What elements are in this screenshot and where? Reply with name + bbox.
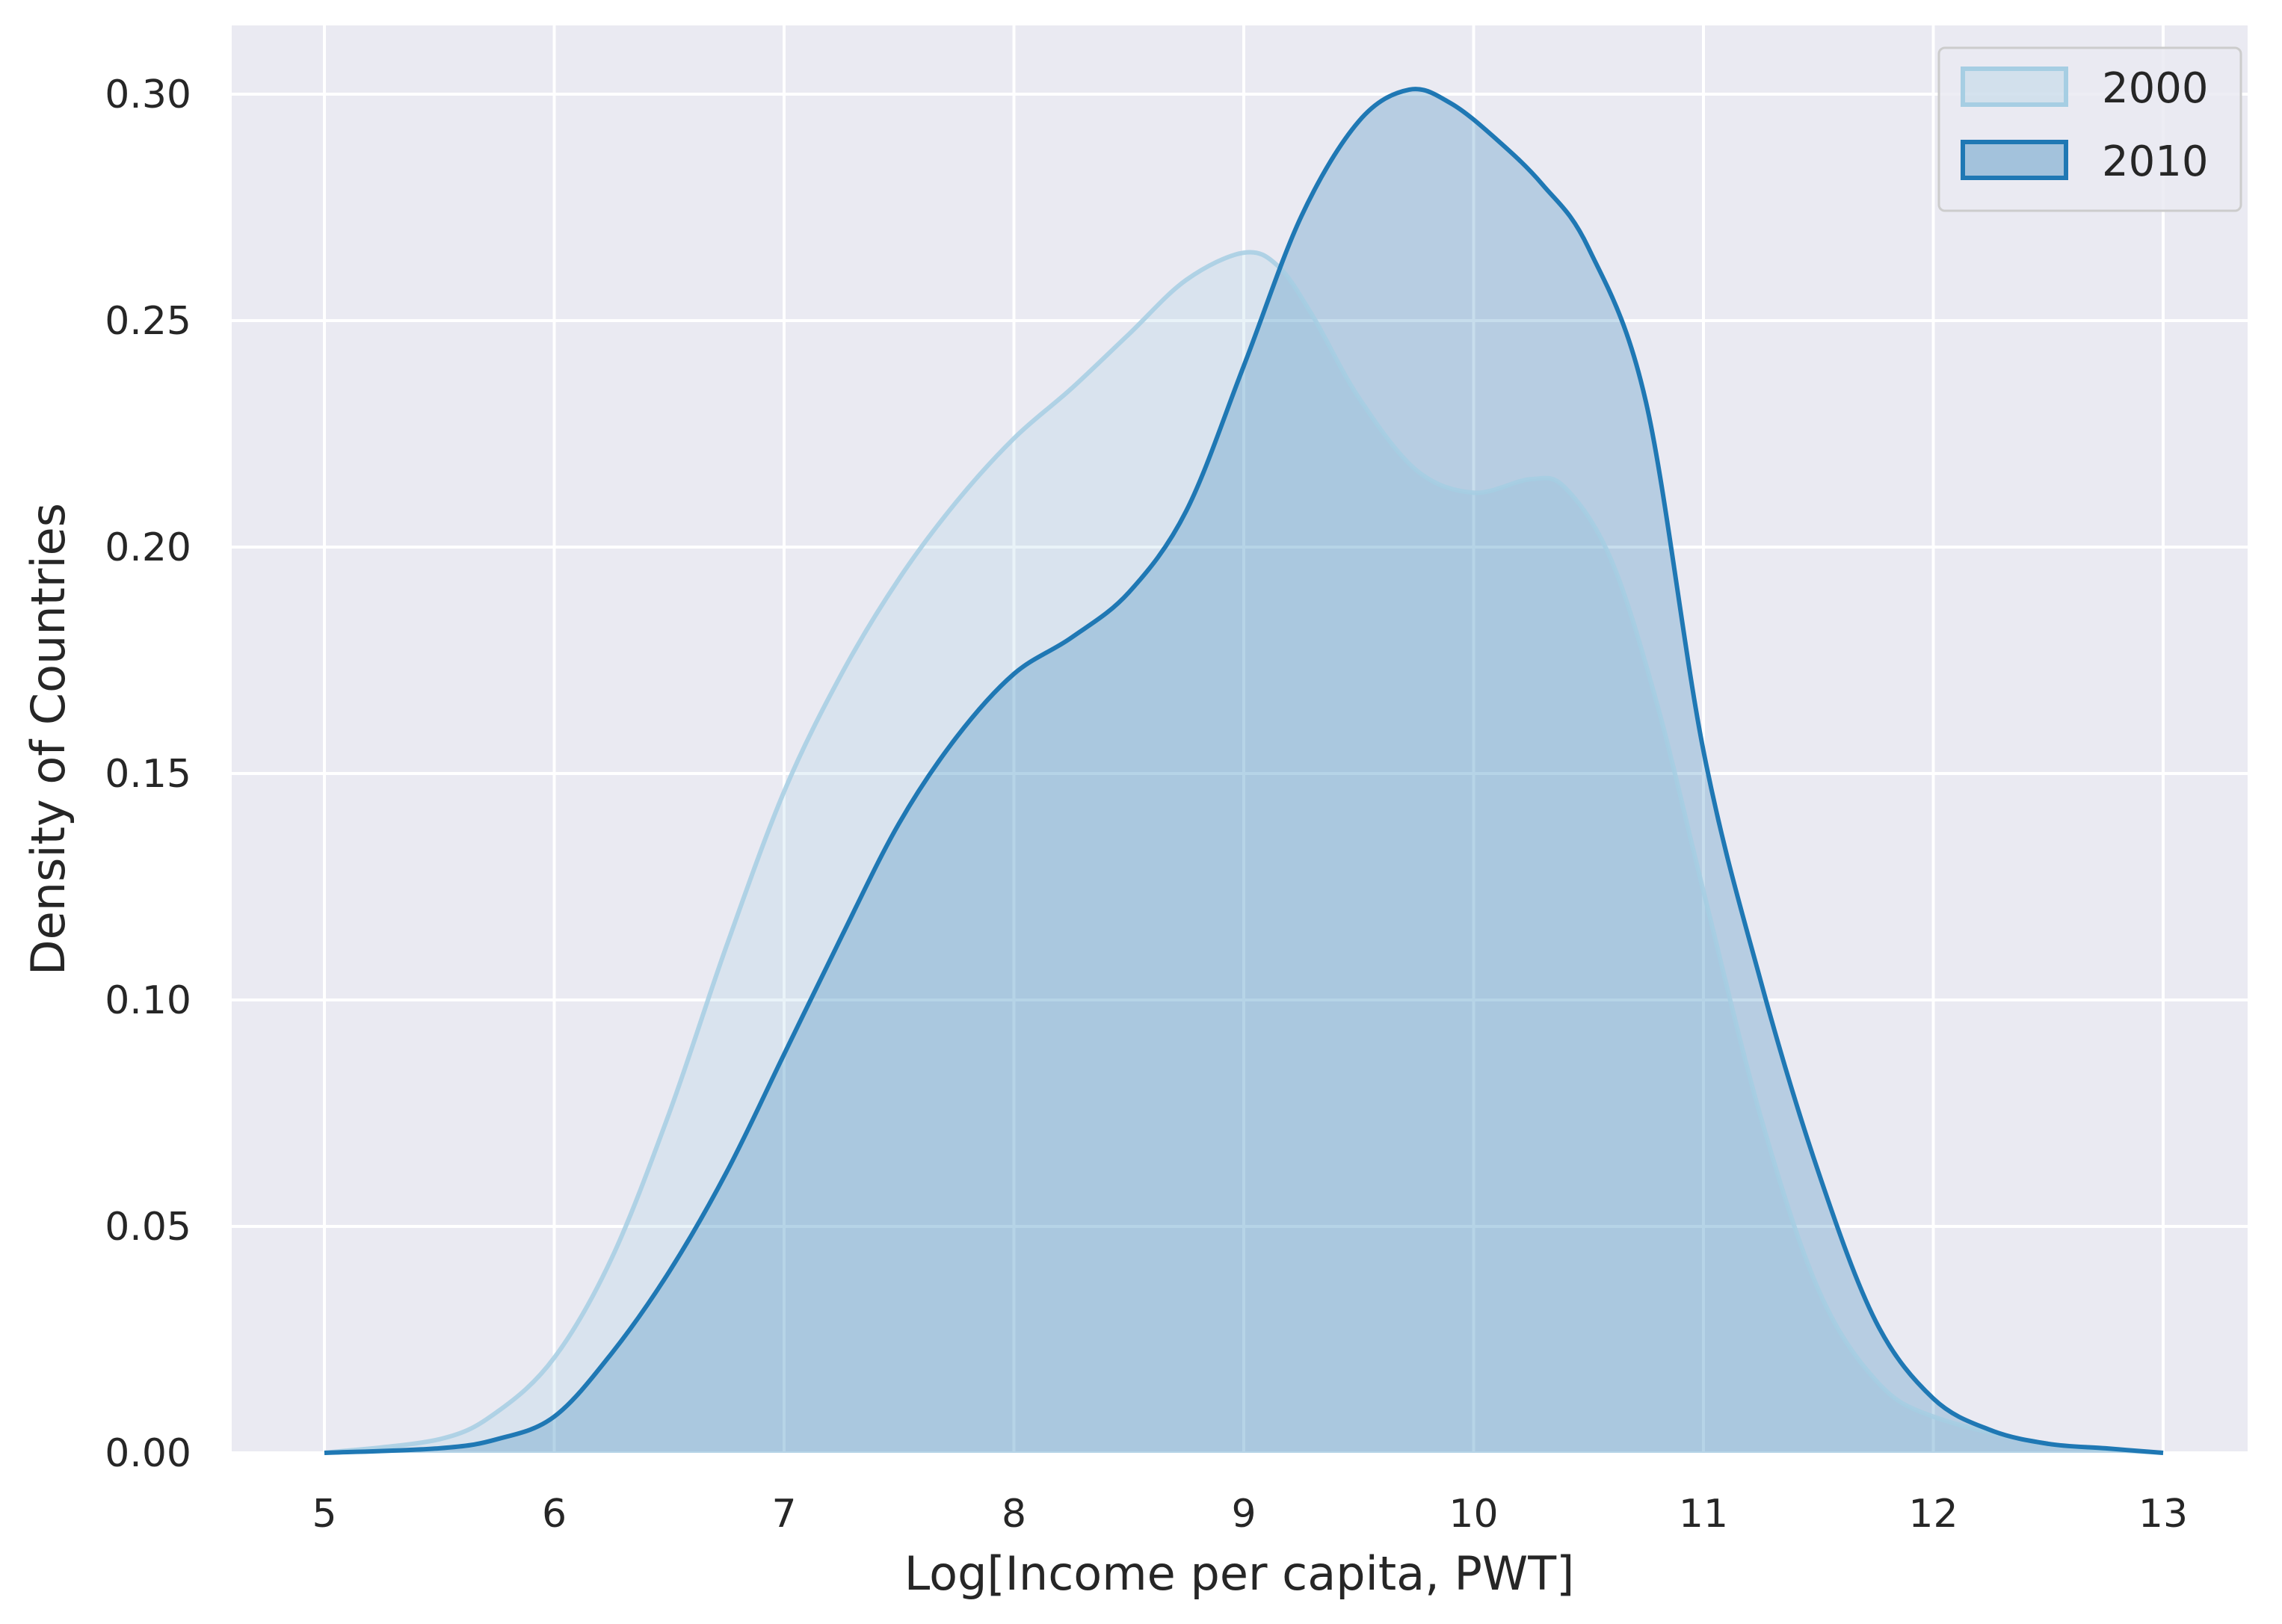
x-tick-label: 13 — [2138, 1492, 2188, 1537]
grid-lines — [232, 25, 2248, 1454]
legend: 2000 2010 — [1937, 46, 2242, 212]
density-area-2010 — [324, 89, 2163, 1454]
x-tick-label: 9 — [1231, 1492, 1256, 1537]
y-tick-label: 0.25 — [105, 299, 191, 344]
x-tick-label: 5 — [312, 1492, 336, 1537]
x-tick-label: 7 — [771, 1492, 796, 1537]
y-tick-label: 0.00 — [105, 1431, 191, 1476]
y-tick-labels: 0.00 0.05 0.10 0.15 0.20 0.25 0.30 — [105, 72, 191, 1476]
x-axis-title: Log[Income per capita, PWT] — [904, 1546, 1575, 1601]
x-tick-labels: 5 6 7 8 9 10 11 12 13 — [312, 1492, 2188, 1537]
density-area-2000 — [324, 252, 2163, 1453]
y-tick-label: 0.10 — [105, 978, 191, 1023]
legend-label-2000: 2000 — [2102, 64, 2209, 113]
density-line-2000 — [324, 250, 2164, 1455]
plot-background — [232, 25, 2248, 1453]
density-areas — [324, 89, 2163, 1454]
x-tick-label: 10 — [1449, 1492, 1498, 1537]
legend-label-2010: 2010 — [2102, 138, 2209, 186]
legend-swatch-2000 — [1961, 67, 2068, 107]
y-tick-label: 0.20 — [105, 525, 191, 570]
density-line-2010 — [324, 87, 2164, 1455]
y-tick-label: 0.30 — [105, 72, 191, 117]
y-tick-label: 0.05 — [105, 1205, 191, 1250]
x-tick-label: 8 — [1002, 1492, 1026, 1537]
x-tick-label: 6 — [542, 1492, 567, 1537]
density-lines — [324, 87, 2164, 1455]
legend-swatch-2010 — [1961, 140, 2068, 180]
x-tick-label: 12 — [1908, 1492, 1958, 1537]
y-axis-title: Density of Countries — [21, 503, 75, 975]
y-tick-label: 0.15 — [105, 752, 191, 797]
legend-frame — [1937, 46, 2242, 212]
x-tick-label: 11 — [1679, 1492, 1728, 1537]
